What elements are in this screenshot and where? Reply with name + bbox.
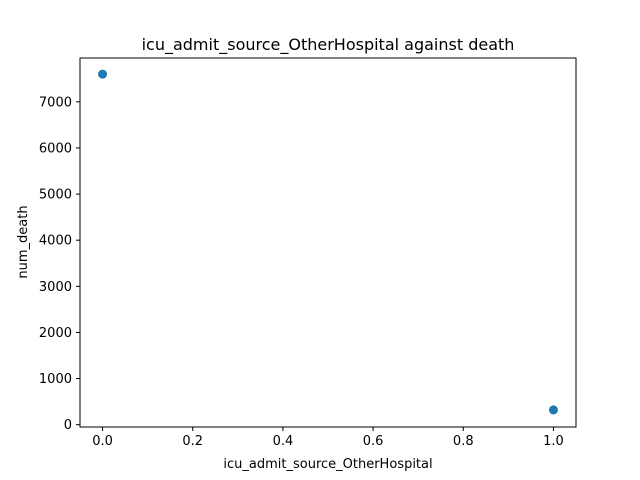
chart-title: icu_admit_source_OtherHospital against d… [142,35,515,55]
x-tick-label: 1.0 [543,434,564,449]
y-tick-label: 5000 [39,188,72,203]
y-tick-label: 4000 [39,234,72,249]
plot-area-frame [79,57,577,428]
y-tick-label: 3000 [39,280,72,295]
x-tick-label: 0.6 [363,434,384,449]
y-tick-label: 2000 [39,326,72,341]
y-tick-label: 7000 [39,95,72,110]
scatter-points [98,69,558,415]
y-axis-ticks: 0 1000 2000 3000 4000 5000 6000 7000 [39,95,80,433]
x-tick-label: 0.0 [92,434,113,449]
y-tick-label: 1000 [39,372,72,387]
y-tick-label: 6000 [39,141,72,156]
x-tick-label: 0.2 [182,434,203,449]
y-tick-label: 0 [64,418,72,433]
x-tick-label: 0.8 [453,434,474,449]
scatter-point [548,405,558,415]
x-tick-label: 0.4 [273,434,294,449]
y-axis-label: num_death [16,205,31,278]
scatter-point [98,69,108,79]
x-axis-ticks: 0.0 0.2 0.4 0.6 0.8 1.0 [92,427,564,449]
x-axis-label: icu_admit_source_OtherHospital [223,457,432,472]
